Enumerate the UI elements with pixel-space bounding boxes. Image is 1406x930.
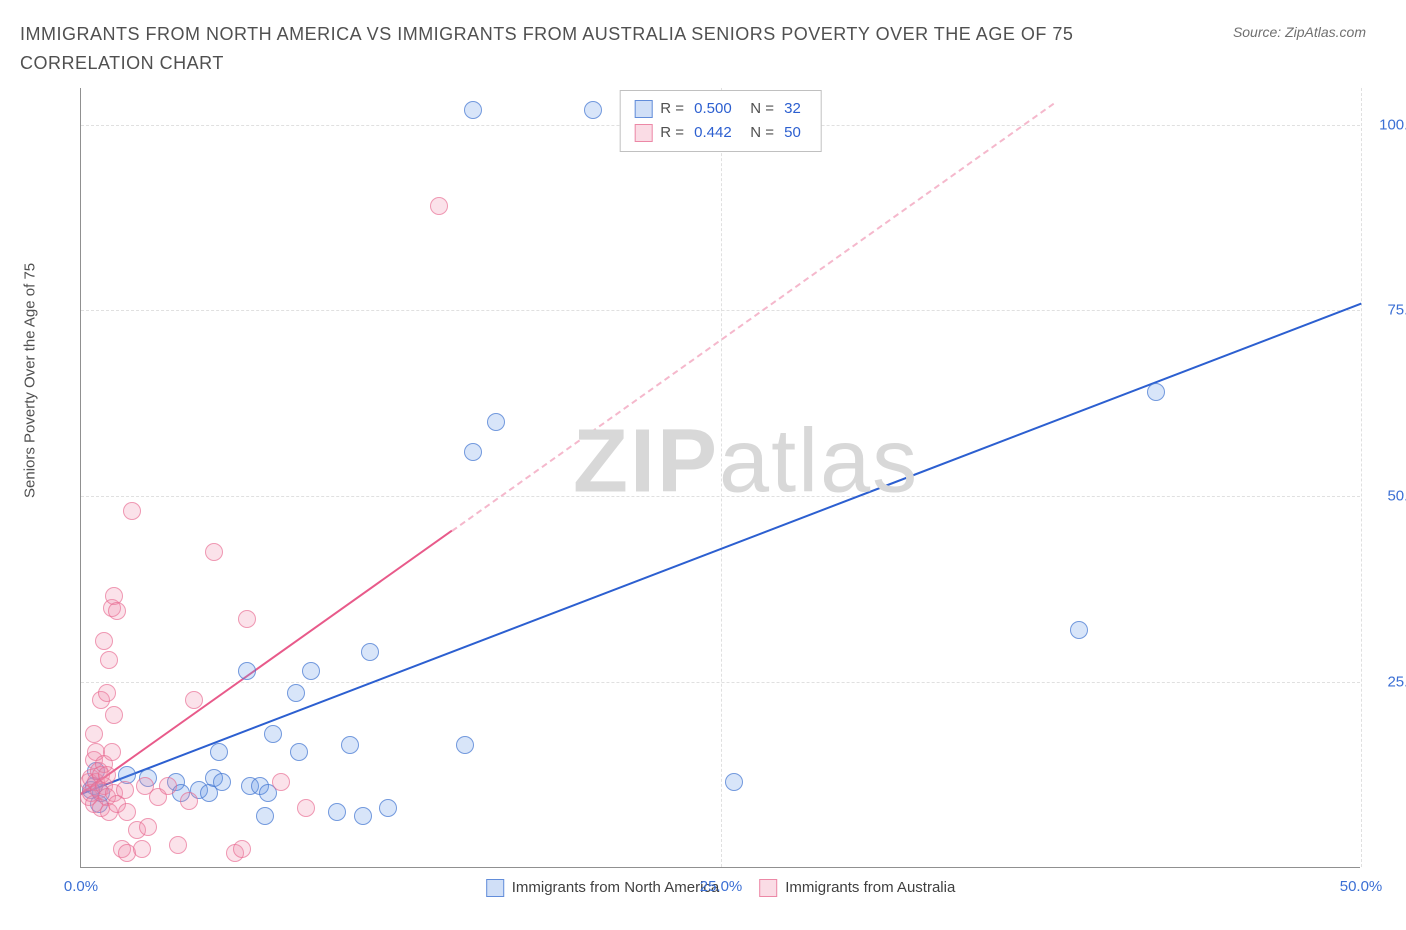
data-point — [302, 662, 320, 680]
scatter-plot: ZIPatlas R = 0.500 N = 32R = 0.442 N = 5… — [80, 88, 1360, 868]
legend-label: Immigrants from North America — [512, 879, 720, 896]
data-point — [210, 743, 228, 761]
y-tick-label: 50.0% — [1370, 488, 1406, 505]
data-point — [487, 413, 505, 431]
data-point — [584, 101, 602, 119]
data-point — [287, 684, 305, 702]
trend-line — [80, 530, 452, 795]
y-tick-label: 75.0% — [1370, 302, 1406, 319]
data-point — [85, 725, 103, 743]
data-point — [297, 799, 315, 817]
legend-row: R = 0.442 N = 50 — [634, 121, 807, 145]
data-point — [1070, 621, 1088, 639]
gridline-vertical — [1361, 88, 1362, 867]
data-point — [108, 602, 126, 620]
data-point — [213, 773, 231, 791]
x-tick-label: 25.0% — [700, 878, 743, 895]
data-point — [464, 443, 482, 461]
gridline-vertical — [721, 88, 722, 867]
data-point — [456, 736, 474, 754]
data-point — [290, 743, 308, 761]
correlation-legend: R = 0.500 N = 32R = 0.442 N = 50 — [619, 90, 822, 152]
data-point — [105, 706, 123, 724]
data-point — [123, 502, 141, 520]
chart-title: IMMIGRANTS FROM NORTH AMERICA VS IMMIGRA… — [20, 20, 1140, 78]
source-attribution: Source: ZipAtlas.com — [1233, 24, 1366, 40]
data-point — [354, 807, 372, 825]
x-tick-label: 0.0% — [64, 878, 98, 895]
data-point — [233, 840, 251, 858]
data-point — [264, 725, 282, 743]
data-point — [159, 777, 177, 795]
chart-area: Seniors Poverty Over the Age of 75 ZIPat… — [30, 88, 1390, 908]
legend-row: R = 0.500 N = 32 — [634, 97, 807, 121]
data-point — [185, 691, 203, 709]
data-point — [361, 643, 379, 661]
y-axis-label: Seniors Poverty Over the Age of 75 — [22, 262, 39, 497]
data-point — [272, 773, 290, 791]
data-point — [116, 781, 134, 799]
swatch-blue — [634, 100, 652, 118]
data-point — [725, 773, 743, 791]
y-tick-label: 100.0% — [1370, 116, 1406, 133]
legend-item: Immigrants from Australia — [759, 879, 955, 897]
swatch-blue — [486, 879, 504, 897]
data-point — [169, 836, 187, 854]
swatch-pink — [759, 879, 777, 897]
data-point — [238, 662, 256, 680]
data-point — [328, 803, 346, 821]
data-point — [464, 101, 482, 119]
legend-label: Immigrants from Australia — [785, 879, 955, 896]
data-point — [98, 766, 116, 784]
data-point — [1147, 383, 1165, 401]
trend-line — [452, 103, 1055, 532]
data-point — [205, 543, 223, 561]
data-point — [430, 197, 448, 215]
data-point — [100, 651, 118, 669]
data-point — [256, 807, 274, 825]
data-point — [341, 736, 359, 754]
x-tick-label: 50.0% — [1340, 878, 1383, 895]
data-point — [139, 818, 157, 836]
data-point — [379, 799, 397, 817]
data-point — [133, 840, 151, 858]
data-point — [238, 610, 256, 628]
watermark: ZIPatlas — [573, 410, 919, 513]
legend-item: Immigrants from North America — [486, 879, 720, 897]
y-tick-label: 25.0% — [1370, 673, 1406, 690]
data-point — [95, 632, 113, 650]
data-point — [98, 684, 116, 702]
data-point — [180, 792, 198, 810]
swatch-pink — [634, 124, 652, 142]
data-point — [103, 743, 121, 761]
data-point — [118, 803, 136, 821]
